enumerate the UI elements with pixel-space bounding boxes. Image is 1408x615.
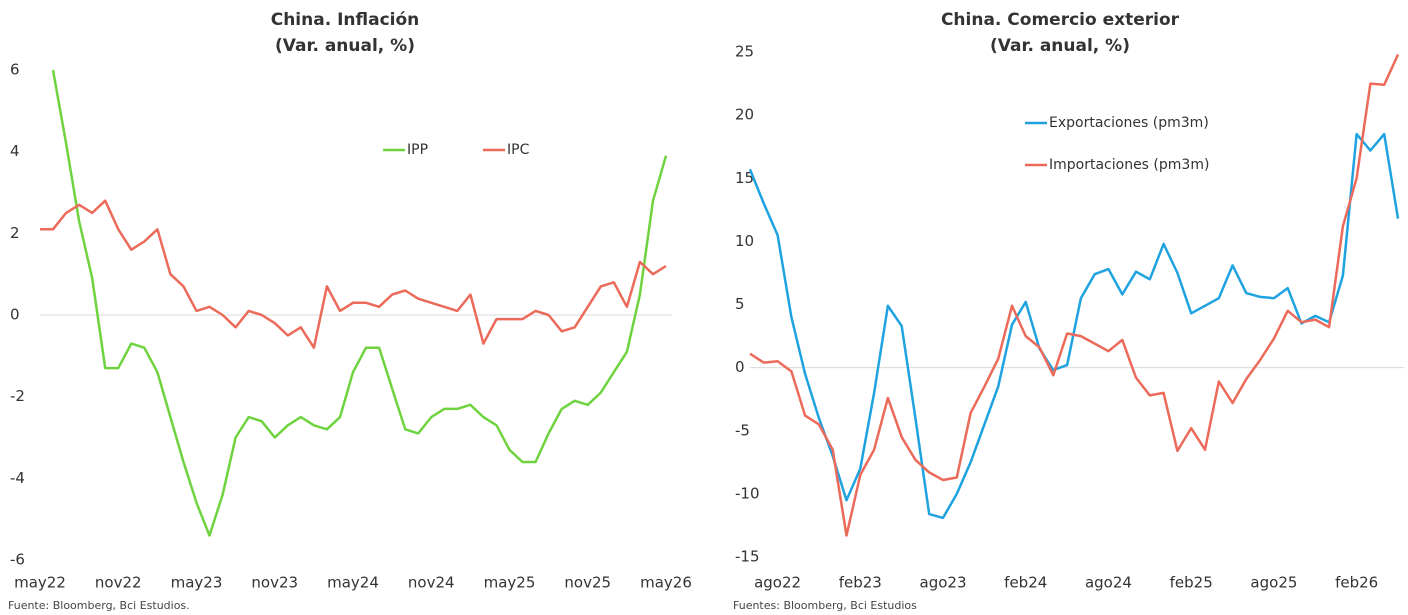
y-tick-label: 25 bbox=[735, 43, 754, 61]
y-tick-label: 15 bbox=[735, 169, 754, 187]
chart-subtitle: (Var. anual, %) bbox=[275, 36, 415, 56]
legend-label: IPC bbox=[507, 142, 530, 158]
y-tick-label: 6 bbox=[10, 61, 20, 79]
chart-title: China. Inflación bbox=[271, 10, 420, 30]
x-tick-label: nov23 bbox=[251, 574, 298, 592]
x-tick-label: may24 bbox=[327, 574, 379, 592]
y-tick-label: 0 bbox=[735, 358, 745, 376]
y-tick-label: 10 bbox=[735, 232, 754, 250]
y-tick-label: -10 bbox=[735, 484, 760, 502]
y-tick-label: -5 bbox=[735, 421, 750, 439]
series-line bbox=[40, 199, 667, 349]
y-tick-label: -6 bbox=[10, 551, 25, 569]
chart-subtitle: (Var. anual, %) bbox=[990, 36, 1130, 56]
y-tick-label: 5 bbox=[735, 295, 745, 313]
series-line bbox=[749, 53, 1400, 537]
x-tick-label: feb23 bbox=[839, 574, 882, 592]
source-note: Fuente: Bloomberg, Bci Estudios. bbox=[8, 599, 190, 612]
series-line bbox=[51, 69, 668, 537]
y-tick-label: -2 bbox=[10, 387, 25, 405]
y-tick-label: -4 bbox=[10, 469, 25, 487]
x-tick-label: nov24 bbox=[408, 574, 455, 592]
y-tick-label: 4 bbox=[10, 142, 20, 160]
x-tick-label: feb26 bbox=[1335, 574, 1378, 592]
x-tick-label: ago25 bbox=[1250, 574, 1297, 592]
legend-label: IPP bbox=[407, 142, 428, 158]
legend-label: Importaciones (pm3m) bbox=[1049, 157, 1209, 173]
x-tick-label: may22 bbox=[14, 574, 66, 592]
x-tick-label: feb24 bbox=[1004, 574, 1047, 592]
x-tick-label: may23 bbox=[171, 574, 223, 592]
x-tick-label: may25 bbox=[484, 574, 536, 592]
x-tick-label: nov25 bbox=[564, 574, 611, 592]
x-tick-label: ago24 bbox=[1085, 574, 1132, 592]
x-tick-label: feb25 bbox=[1170, 574, 1213, 592]
x-tick-label: may26 bbox=[640, 574, 692, 592]
x-tick-label: ago22 bbox=[754, 574, 801, 592]
y-tick-label: 20 bbox=[735, 106, 754, 124]
chart-title: China. Comercio exterior bbox=[941, 10, 1180, 30]
legend-label: Exportaciones (pm3m) bbox=[1049, 115, 1209, 131]
series-line bbox=[748, 132, 1400, 520]
y-tick-label: 0 bbox=[10, 306, 20, 324]
x-tick-label: ago23 bbox=[920, 574, 967, 592]
source-note: Fuentes: Bloomberg, Bci Estudios bbox=[733, 599, 917, 612]
x-tick-label: nov22 bbox=[95, 574, 142, 592]
y-tick-label: 2 bbox=[10, 224, 20, 242]
y-tick-label: -15 bbox=[735, 548, 760, 566]
